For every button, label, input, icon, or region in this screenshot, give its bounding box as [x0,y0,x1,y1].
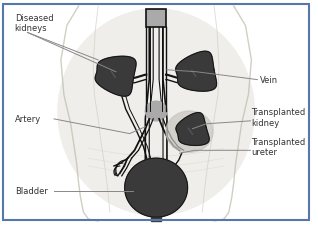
Polygon shape [176,113,209,146]
Text: Artery: Artery [15,115,41,124]
Polygon shape [176,52,217,92]
Text: Diseased
kidneys: Diseased kidneys [15,14,53,33]
Ellipse shape [145,102,167,121]
Polygon shape [125,158,188,217]
Ellipse shape [58,10,254,215]
Ellipse shape [166,112,213,153]
Text: Transplanted
kidney: Transplanted kidney [252,108,306,127]
Polygon shape [144,170,168,180]
Text: Vein: Vein [260,76,278,85]
Text: Bladder: Bladder [15,186,48,195]
Polygon shape [95,57,136,97]
FancyBboxPatch shape [146,10,166,27]
Polygon shape [151,215,161,221]
Text: Transplanted
ureter: Transplanted ureter [252,137,306,156]
